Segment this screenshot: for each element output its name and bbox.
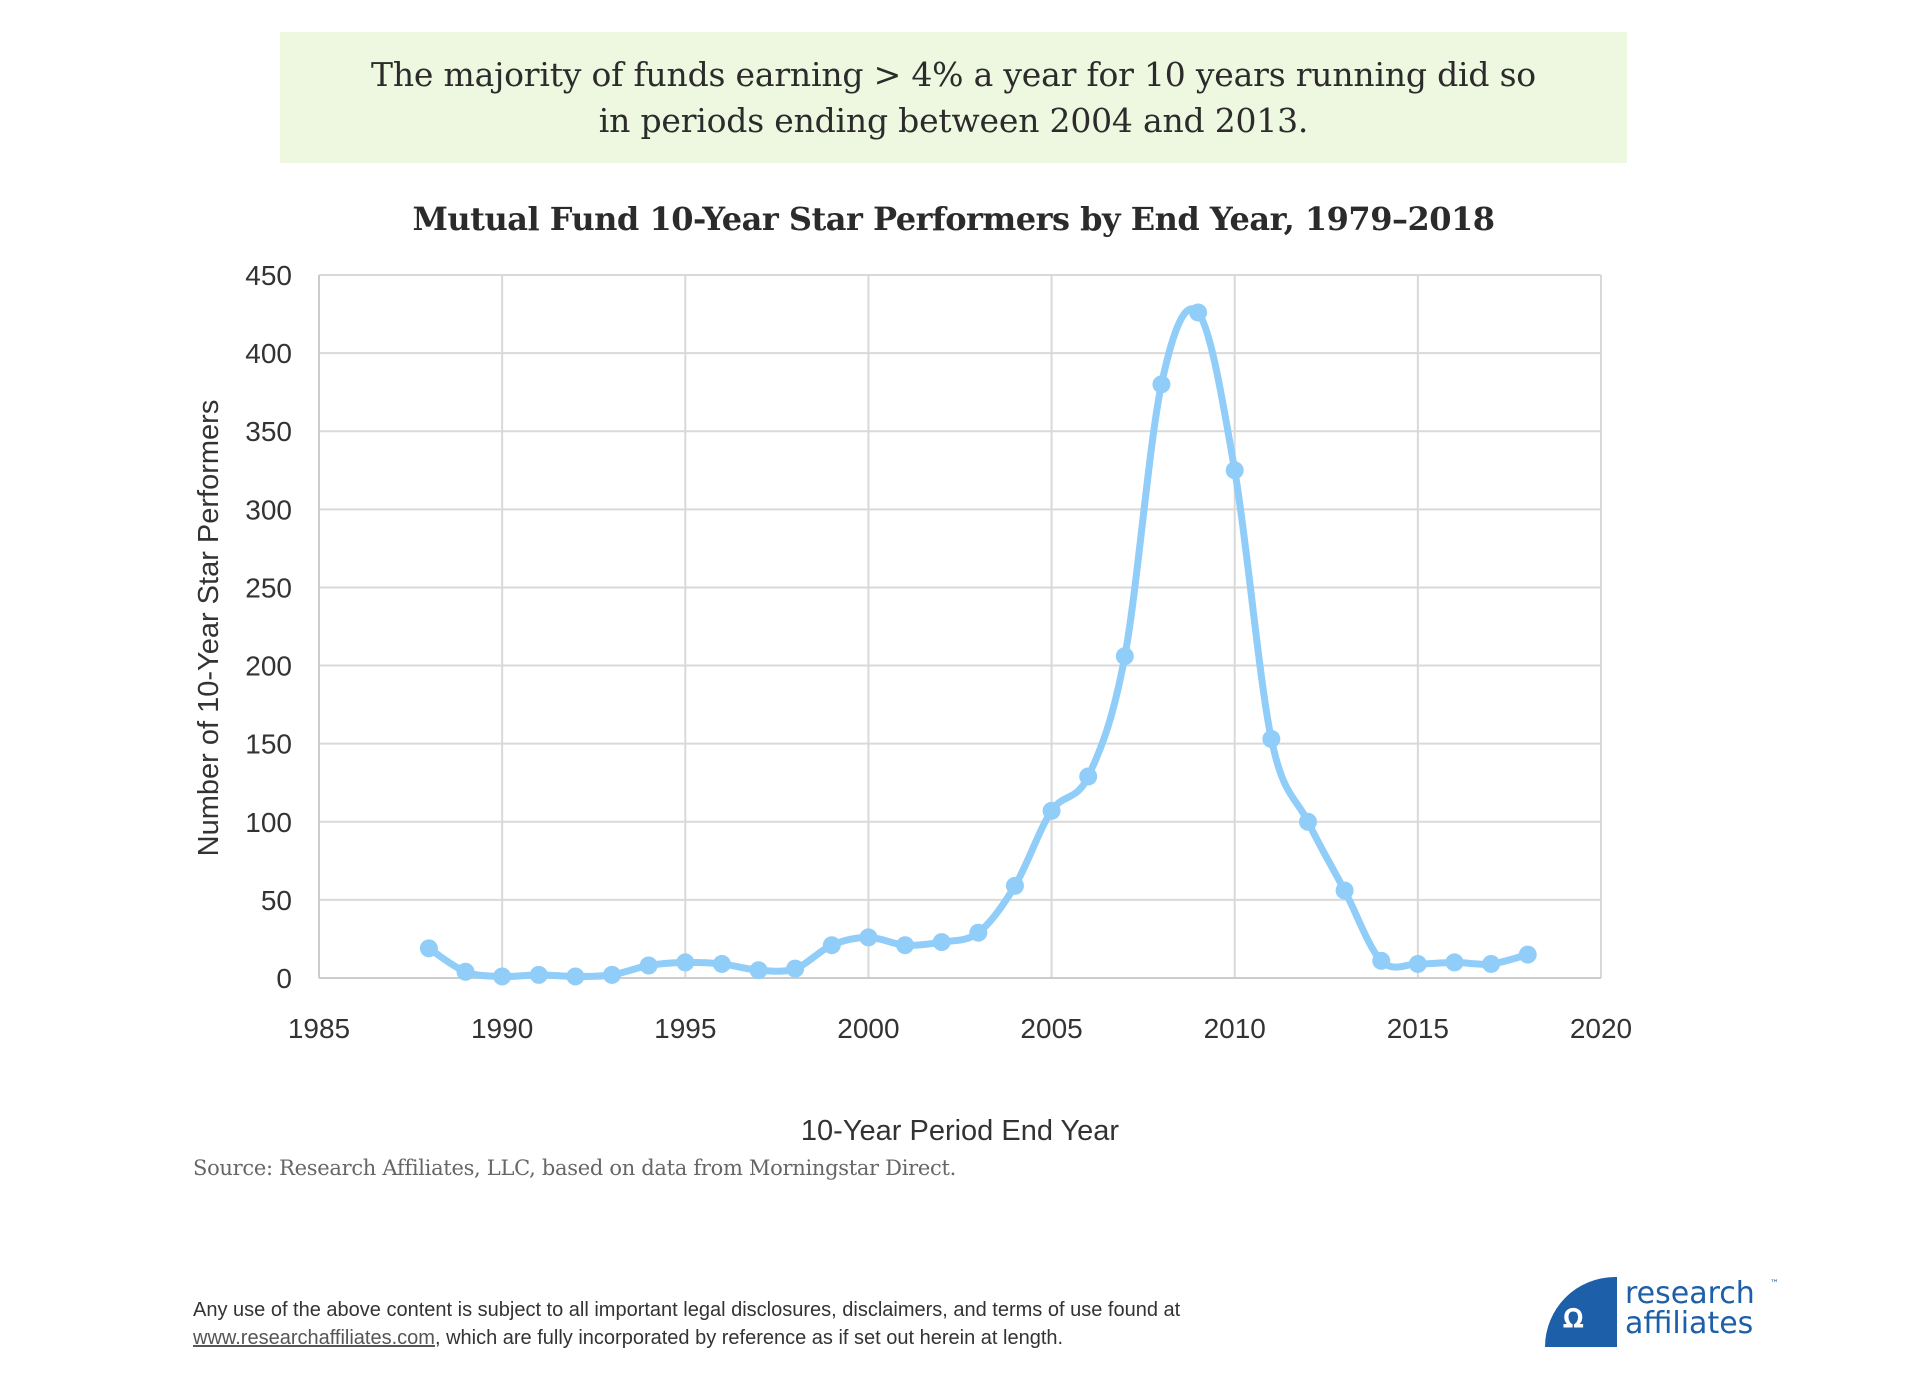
- data-point: [676, 953, 695, 972]
- data-point: [969, 923, 988, 942]
- x-tick-labels: 1985 1990 1995 2000 2005 2010 2015 2020: [288, 1013, 1632, 1044]
- data-point: [456, 962, 475, 981]
- x-axis-title: 10-Year Period End Year: [801, 1115, 1120, 1147]
- disclaimer-line-2: www.researchaffiliates.com, which are fu…: [193, 1324, 1393, 1352]
- x-tick-label: 1985: [288, 1013, 350, 1044]
- y-tick-label: 350: [245, 416, 292, 447]
- data-point: [1225, 461, 1244, 480]
- disclaimer-line-2-rest: , which are fully incorporated by refere…: [434, 1327, 1064, 1349]
- grid-lines: [319, 274, 1602, 978]
- chart-title: Mutual Fund 10-Year Star Performers by E…: [412, 200, 1495, 238]
- x-tick-label: 1990: [471, 1013, 533, 1044]
- x-tick-label: 2005: [1020, 1013, 1082, 1044]
- data-point: [749, 961, 768, 980]
- y-tick-label: 100: [245, 807, 292, 838]
- data-point: [859, 928, 878, 947]
- data-point: [419, 939, 438, 958]
- y-tick-label: 450: [245, 260, 292, 291]
- data-point: [603, 965, 622, 984]
- x-tick-label: 2015: [1387, 1013, 1449, 1044]
- data-point: [1408, 954, 1427, 973]
- data-point: [896, 936, 915, 955]
- y-axis-title: Number of 10-Year Star Performers: [193, 400, 225, 857]
- callout-line-1: The majority of funds earning > 4% a yea…: [371, 54, 1536, 94]
- data-point: [493, 967, 512, 986]
- data-point: [712, 954, 731, 973]
- source-note: Source: Research Affiliates, LLC, based …: [193, 1156, 956, 1180]
- trademark-symbol: ™: [1770, 1279, 1779, 1289]
- logo-word-research: research: [1625, 1276, 1755, 1311]
- y-tick-label: 150: [245, 729, 292, 760]
- data-point: [1335, 881, 1354, 900]
- callout-line-2: in periods ending between 2004 and 2013.: [598, 100, 1309, 140]
- y-tick-label: 250: [245, 572, 292, 603]
- data-point: [529, 965, 548, 984]
- data-point: [1445, 953, 1464, 972]
- data-point: [566, 967, 585, 986]
- data-point: [1298, 812, 1317, 831]
- x-tick-label: 2000: [837, 1013, 899, 1044]
- callout-box: The majority of funds earning > 4% a yea…: [280, 32, 1627, 163]
- data-point: [1005, 876, 1024, 895]
- series-line: [425, 305, 1532, 981]
- data-point: [1042, 801, 1061, 820]
- logo-word-affiliates: affiliates: [1625, 1306, 1754, 1341]
- y-tick-labels: 0 50 100 150 200 250 300 350 400 450: [245, 260, 292, 994]
- data-point: [1482, 954, 1501, 973]
- series-group: [419, 303, 1537, 986]
- y-tick-label: 50: [261, 885, 292, 916]
- data-point: [1115, 647, 1134, 666]
- x-tick-label: 2020: [1570, 1013, 1632, 1044]
- data-point: [639, 956, 658, 975]
- y-tick-label: 300: [245, 494, 292, 525]
- legal-disclaimer: Any use of the above content is subject …: [193, 1296, 1393, 1352]
- y-tick-label: 200: [245, 651, 292, 682]
- data-point: [932, 933, 951, 952]
- disclaimer-line-1: Any use of the above content is subject …: [193, 1299, 1181, 1321]
- data-point: [1262, 729, 1281, 748]
- data-point: [1152, 375, 1171, 394]
- data-point: [822, 936, 841, 955]
- data-point: [1372, 951, 1391, 970]
- website-link[interactable]: www.researchaffiliates.com: [193, 1327, 435, 1349]
- data-point: [1079, 767, 1098, 786]
- x-tick-label: 1995: [654, 1013, 716, 1044]
- y-tick-label: 400: [245, 338, 292, 369]
- x-tick-label: 2010: [1204, 1013, 1266, 1044]
- data-point: [1518, 945, 1537, 964]
- y-tick-label: 0: [276, 963, 292, 994]
- data-point: [1189, 303, 1208, 322]
- axes: [318, 275, 1601, 979]
- ra-monogram-icon: ꭥ: [1545, 1277, 1617, 1347]
- data-point: [786, 959, 805, 978]
- research-affiliates-logo: ꭥ research affiliates ™: [1545, 1277, 1785, 1349]
